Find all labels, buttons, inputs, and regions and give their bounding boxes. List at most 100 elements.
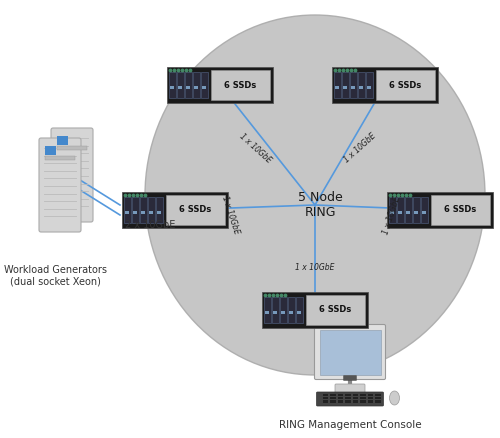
Text: 5 Node
RING: 5 Node RING	[298, 191, 343, 219]
Text: 1 x 10GbE: 1 x 10GbE	[295, 264, 335, 272]
FancyBboxPatch shape	[345, 400, 350, 403]
FancyBboxPatch shape	[330, 397, 336, 399]
FancyBboxPatch shape	[125, 211, 128, 214]
FancyBboxPatch shape	[351, 86, 354, 89]
FancyBboxPatch shape	[398, 211, 402, 214]
FancyBboxPatch shape	[289, 311, 292, 314]
FancyBboxPatch shape	[140, 197, 147, 223]
FancyBboxPatch shape	[368, 394, 373, 396]
FancyBboxPatch shape	[345, 394, 350, 396]
FancyBboxPatch shape	[387, 192, 493, 228]
Circle shape	[406, 194, 407, 197]
FancyBboxPatch shape	[366, 72, 373, 98]
FancyBboxPatch shape	[166, 195, 225, 225]
FancyBboxPatch shape	[265, 311, 268, 314]
FancyBboxPatch shape	[57, 146, 87, 150]
FancyBboxPatch shape	[202, 86, 205, 89]
Text: 6 SSDs: 6 SSDs	[320, 305, 352, 314]
FancyBboxPatch shape	[352, 400, 358, 403]
FancyBboxPatch shape	[132, 197, 139, 223]
Circle shape	[398, 194, 400, 197]
FancyBboxPatch shape	[368, 400, 373, 403]
FancyBboxPatch shape	[322, 400, 328, 403]
FancyBboxPatch shape	[322, 394, 328, 396]
Circle shape	[170, 69, 172, 72]
FancyBboxPatch shape	[157, 211, 160, 214]
Text: Workload Generators
(dual socket Xeon): Workload Generators (dual socket Xeon)	[4, 265, 106, 286]
FancyBboxPatch shape	[51, 128, 93, 222]
Ellipse shape	[390, 391, 400, 405]
FancyBboxPatch shape	[148, 197, 155, 223]
FancyBboxPatch shape	[44, 145, 56, 155]
FancyBboxPatch shape	[272, 297, 279, 323]
Text: 6 SSDs: 6 SSDs	[180, 205, 212, 215]
Circle shape	[342, 69, 344, 72]
Circle shape	[132, 194, 134, 197]
Circle shape	[268, 294, 270, 297]
FancyBboxPatch shape	[56, 135, 68, 145]
FancyBboxPatch shape	[335, 384, 365, 393]
Circle shape	[264, 294, 266, 297]
FancyBboxPatch shape	[211, 70, 270, 100]
FancyBboxPatch shape	[413, 197, 420, 223]
Circle shape	[144, 194, 146, 197]
FancyBboxPatch shape	[296, 297, 303, 323]
FancyBboxPatch shape	[201, 72, 208, 98]
Circle shape	[394, 194, 396, 197]
Text: 1 x 10GbE: 1 x 10GbE	[382, 195, 402, 235]
FancyBboxPatch shape	[141, 211, 144, 214]
Circle shape	[334, 69, 336, 72]
Circle shape	[402, 194, 404, 197]
FancyBboxPatch shape	[288, 297, 295, 323]
FancyBboxPatch shape	[350, 72, 357, 98]
FancyBboxPatch shape	[297, 311, 300, 314]
Circle shape	[182, 69, 184, 72]
FancyBboxPatch shape	[359, 86, 362, 89]
FancyBboxPatch shape	[414, 211, 418, 214]
Circle shape	[178, 69, 180, 72]
FancyBboxPatch shape	[338, 400, 343, 403]
FancyBboxPatch shape	[358, 72, 365, 98]
FancyBboxPatch shape	[330, 400, 336, 403]
Circle shape	[124, 194, 126, 197]
Circle shape	[140, 194, 142, 197]
FancyBboxPatch shape	[169, 72, 176, 98]
FancyBboxPatch shape	[367, 86, 370, 89]
Text: RING Management Console: RING Management Console	[278, 420, 422, 430]
FancyBboxPatch shape	[306, 295, 365, 325]
FancyBboxPatch shape	[122, 192, 228, 228]
FancyBboxPatch shape	[368, 397, 373, 399]
Circle shape	[354, 69, 356, 72]
FancyBboxPatch shape	[45, 156, 75, 160]
FancyBboxPatch shape	[262, 292, 368, 328]
Circle shape	[186, 69, 188, 72]
Text: 6 SSDs: 6 SSDs	[390, 81, 422, 89]
Circle shape	[272, 294, 274, 297]
Ellipse shape	[145, 15, 485, 375]
FancyBboxPatch shape	[156, 197, 163, 223]
FancyBboxPatch shape	[344, 375, 356, 381]
FancyBboxPatch shape	[322, 397, 328, 399]
Circle shape	[390, 194, 392, 197]
Circle shape	[276, 294, 278, 297]
FancyBboxPatch shape	[390, 211, 394, 214]
FancyBboxPatch shape	[281, 311, 284, 314]
FancyBboxPatch shape	[345, 397, 350, 399]
Circle shape	[128, 194, 130, 197]
FancyBboxPatch shape	[330, 394, 336, 396]
Circle shape	[338, 69, 340, 72]
FancyBboxPatch shape	[376, 70, 435, 100]
FancyBboxPatch shape	[389, 197, 396, 223]
Circle shape	[284, 294, 286, 297]
FancyBboxPatch shape	[405, 197, 412, 223]
FancyBboxPatch shape	[149, 211, 152, 214]
FancyBboxPatch shape	[431, 195, 490, 225]
Circle shape	[410, 194, 412, 197]
FancyBboxPatch shape	[360, 397, 366, 399]
FancyBboxPatch shape	[314, 325, 386, 379]
FancyBboxPatch shape	[170, 86, 173, 89]
Text: 2 x 10GbE: 2 x 10GbE	[125, 220, 175, 230]
Text: 6 SSDs: 6 SSDs	[444, 205, 476, 215]
FancyBboxPatch shape	[273, 311, 276, 314]
FancyBboxPatch shape	[343, 86, 346, 89]
